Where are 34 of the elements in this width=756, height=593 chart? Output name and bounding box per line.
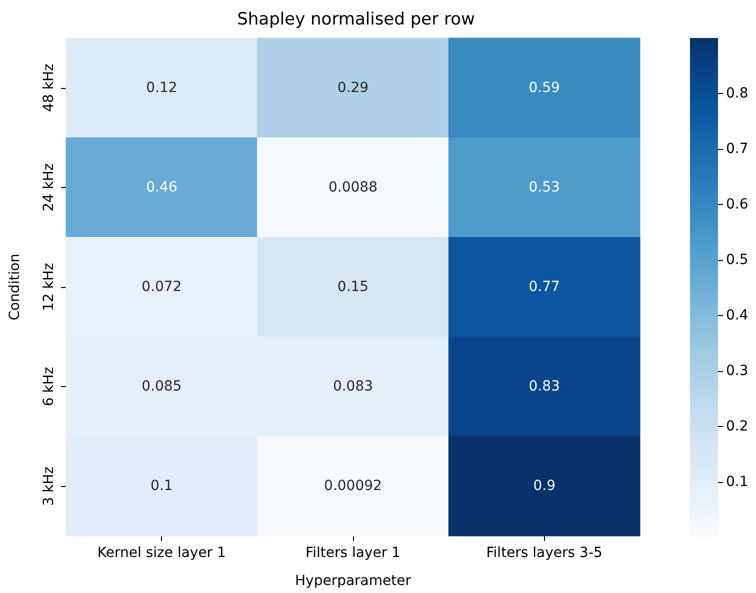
- y-tick-label: 48 kHz: [41, 64, 57, 112]
- data-label: 0.9: [533, 478, 556, 494]
- data-label: 0.46: [146, 179, 178, 196]
- x-tick-label: Filters layers 3-5: [486, 545, 602, 561]
- data-label: 0.59: [528, 80, 560, 96]
- color-bar-label: 0.7: [726, 141, 748, 157]
- data-label: 0.83: [528, 378, 560, 395]
- data-label: 0.29: [337, 80, 369, 96]
- x-axis-title: Hyperparameter: [295, 573, 412, 589]
- data-label: 0.15: [337, 279, 369, 295]
- color-bar-label: 0.5: [726, 252, 748, 268]
- color-bar-label: 0.8: [726, 86, 748, 102]
- y-tick-label: 24 kHz: [41, 163, 57, 212]
- x-tick-label: Filters layer 1: [306, 545, 400, 561]
- data-label: 0.083: [332, 378, 374, 395]
- color-bar-label: 0.2: [726, 418, 748, 435]
- x-tick-label: Kernel size layer 1: [97, 545, 226, 561]
- data-label: 0.00092: [324, 478, 382, 494]
- data-label: 0.12: [146, 80, 178, 96]
- y-tick-label: 6 kHz: [41, 366, 57, 406]
- color-bar-label: 0.3: [726, 363, 748, 380]
- color-bar-label: 0.1: [726, 474, 748, 490]
- chart-title: Shapley normalised per row: [237, 10, 475, 30]
- y-axis-title: Condition: [7, 254, 23, 320]
- y-tick-label: 12 kHz: [41, 262, 57, 312]
- color-bar-label: 0.4: [726, 308, 748, 324]
- color-bar-label: 0.6: [726, 196, 748, 213]
- y-tick-label: 3 kHz: [41, 466, 57, 506]
- data-label: 0.1: [150, 478, 173, 494]
- data-label: 0.77: [528, 279, 560, 295]
- data-label: 0.085: [142, 378, 182, 395]
- data-label: 0.53: [528, 179, 560, 196]
- data-label: 0.0088: [328, 179, 378, 196]
- data-label: 0.072: [142, 279, 182, 295]
